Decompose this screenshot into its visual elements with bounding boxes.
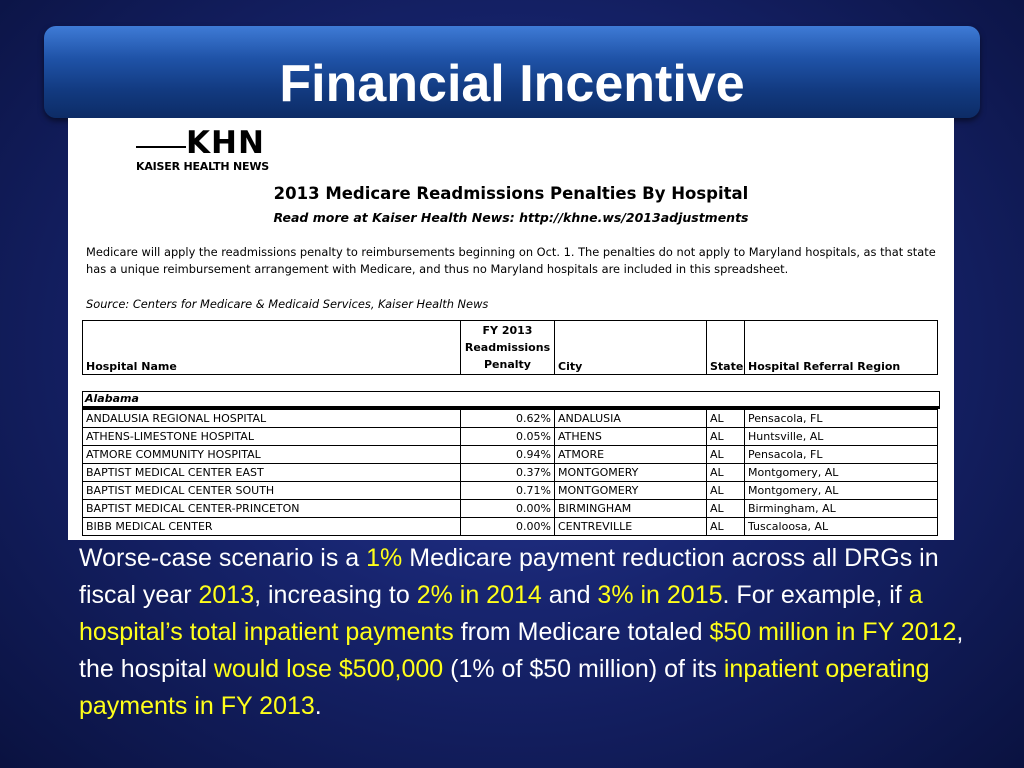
cell-city: BIRMINGHAM xyxy=(554,499,707,518)
cell-state: AL xyxy=(706,427,745,446)
cell-region: Pensacola, FL xyxy=(744,409,938,428)
cell-state: AL xyxy=(706,499,745,518)
highlight-text: a hospital’s total inpatient payments xyxy=(79,581,923,646)
hospital-table: ANDALUSIA REGIONAL HOSPITAL 0.62% ANDALUSI… xyxy=(82,409,938,536)
state-group-label: Alabama xyxy=(82,391,940,409)
cell-hospital-name: ANDALUSIA REGIONAL HOSPITAL xyxy=(82,409,461,428)
cell-penalty: 0.00% xyxy=(460,499,555,518)
document-image: KHN KAISER HEALTH NEWS 2013 Medicare Rea… xyxy=(68,118,954,540)
body-text-segment: Medicare payment reduction across all DR… xyxy=(79,544,939,609)
cell-hospital-name: ATMORE COMMUNITY HOSPITAL xyxy=(82,445,461,464)
cell-region: Pensacola, FL xyxy=(744,445,938,464)
cell-penalty: 0.94% xyxy=(460,445,555,464)
logo-name: KAISER HEALTH NEWS xyxy=(136,160,270,173)
table-header: Hospital Name FY 2013 Readmissions Penal… xyxy=(82,320,938,375)
cell-region: Montgomery, AL xyxy=(744,481,938,500)
highlight-text: would lose $500,000 xyxy=(213,655,444,683)
cell-city: ATHENS xyxy=(554,427,707,446)
table-row: BAPTIST MEDICAL CENTER EAST 0.37% MONTGOME… xyxy=(82,463,938,482)
body-text-segment: , the hospital xyxy=(79,618,964,683)
cell-hospital-name: BAPTIST MEDICAL CENTER SOUTH xyxy=(82,481,461,500)
cell-region: Montgomery, AL xyxy=(744,463,938,482)
col-region: Hospital Referral Region xyxy=(744,320,938,375)
body-text: Worse-case scenario is a 1% Medicare pay… xyxy=(79,540,979,725)
col-penalty-line2: Readmissions xyxy=(464,341,551,354)
cell-penalty: 0.05% xyxy=(460,427,555,446)
cell-penalty: 0.37% xyxy=(460,463,555,482)
cell-state: AL xyxy=(706,481,745,500)
cell-city: CENTREVILLE xyxy=(554,517,707,536)
col-hospital-name: Hospital Name xyxy=(82,320,461,375)
cell-city: ATMORE xyxy=(554,445,707,464)
body-text-segment: (1% of $50 million) of its xyxy=(443,655,724,683)
col-penalty-line1: FY 2013 xyxy=(482,324,533,337)
col-penalty-line3: Penalty xyxy=(484,358,531,371)
logo-letters: KHN xyxy=(186,125,265,161)
cell-region: Huntsville, AL xyxy=(744,427,938,446)
slide-title: Financial Incentive xyxy=(279,55,745,113)
table-row: BAPTIST MEDICAL CENTER-PRINCETON 0.00% BIR… xyxy=(82,499,938,518)
document-subtitle: Read more at Kaiser Health News: http://… xyxy=(273,210,749,225)
cell-city: MONTGOMERY xyxy=(554,463,707,482)
body-text-segment: . xyxy=(314,692,322,720)
table-row: ATMORE COMMUNITY HOSPITAL 0.94% ATMORE AL Pe… xyxy=(82,445,938,464)
table-row: ATHENS-LIMESTONE HOSPITAL 0.05% ATHENS AL Hu… xyxy=(82,427,938,446)
body-text-segment: from Medicare totaled xyxy=(453,618,710,646)
document-source: Source: Centers for Medicare & Medicaid … xyxy=(86,297,489,311)
highlight-text: 1% xyxy=(366,544,403,572)
highlight-text: 2013 xyxy=(198,581,255,609)
cell-penalty: 0.71% xyxy=(460,481,555,500)
cell-city: ANDALUSIA xyxy=(554,409,707,428)
table-row: BIBB MEDICAL CENTER 0.00% CENTREVILLE AL Tus… xyxy=(82,517,938,536)
highlight-text: 3% in 2015 xyxy=(597,581,723,609)
body-text-segment: , increasing to xyxy=(254,581,417,609)
cell-state: AL xyxy=(706,517,745,536)
table-row: ANDALUSIA REGIONAL HOSPITAL 0.62% ANDALUSI… xyxy=(82,409,938,428)
cell-city: MONTGOMERY xyxy=(554,481,707,500)
cell-penalty: 0.62% xyxy=(460,409,555,428)
cell-penalty: 0.00% xyxy=(460,517,555,536)
table-row: BAPTIST MEDICAL CENTER SOUTH 0.71% MONTGOM… xyxy=(82,481,938,500)
cell-state: AL xyxy=(706,463,745,482)
col-state: State xyxy=(706,320,745,375)
cell-state: AL xyxy=(706,409,745,428)
highlight-text: inpatient operating payments in FY 2013 xyxy=(79,655,930,720)
col-penalty: FY 2013 Readmissions Penalty xyxy=(460,320,555,375)
col-city: City xyxy=(554,320,707,375)
document-title: 2013 Medicare Readmissions Penalties By … xyxy=(273,184,749,203)
cell-hospital-name: BAPTIST MEDICAL CENTER-PRINCETON xyxy=(82,499,461,518)
title-bar: Financial Incentive xyxy=(44,26,980,118)
cell-hospital-name: BAPTIST MEDICAL CENTER EAST xyxy=(82,463,461,482)
body-text-segment: . For example, if xyxy=(722,581,909,609)
cell-state: AL xyxy=(706,445,745,464)
logo-rule xyxy=(136,146,186,148)
body-text-segment: and xyxy=(541,581,598,609)
document-paragraph: Medicare will apply the readmissions pen… xyxy=(86,245,936,276)
cell-hospital-name: ATHENS-LIMESTONE HOSPITAL xyxy=(82,427,461,446)
cell-region: Birmingham, AL xyxy=(744,499,938,518)
cell-region: Tuscaloosa, AL xyxy=(744,517,938,536)
highlight-text: 2% in 2014 xyxy=(416,581,542,609)
highlight-text: $50 million in FY 2012 xyxy=(709,618,957,646)
cell-hospital-name: BIBB MEDICAL CENTER xyxy=(82,517,461,536)
body-text-segment: Worse-case scenario is a xyxy=(79,544,367,572)
